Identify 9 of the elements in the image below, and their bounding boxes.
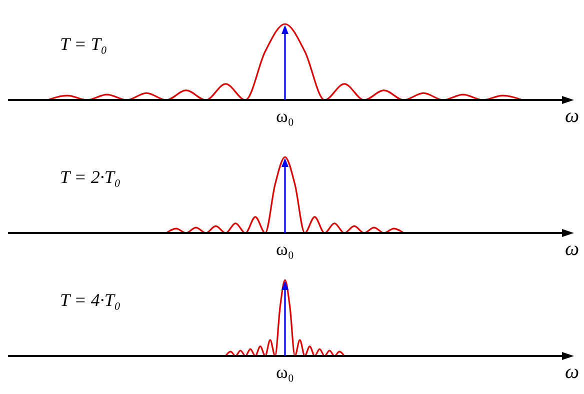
text: T = 2·T₀ <box>60 167 121 187</box>
text: ω₀ <box>276 106 294 126</box>
x-axis-title: ω <box>565 238 580 260</box>
x-axis-title: ω <box>565 361 580 383</box>
x-axis-title: ω <box>565 105 580 127</box>
text: T = 4·T₀ <box>60 290 121 310</box>
text: ω₀ <box>276 362 294 382</box>
text: ω₀ <box>276 239 294 259</box>
text: T = T₀ <box>60 34 108 54</box>
